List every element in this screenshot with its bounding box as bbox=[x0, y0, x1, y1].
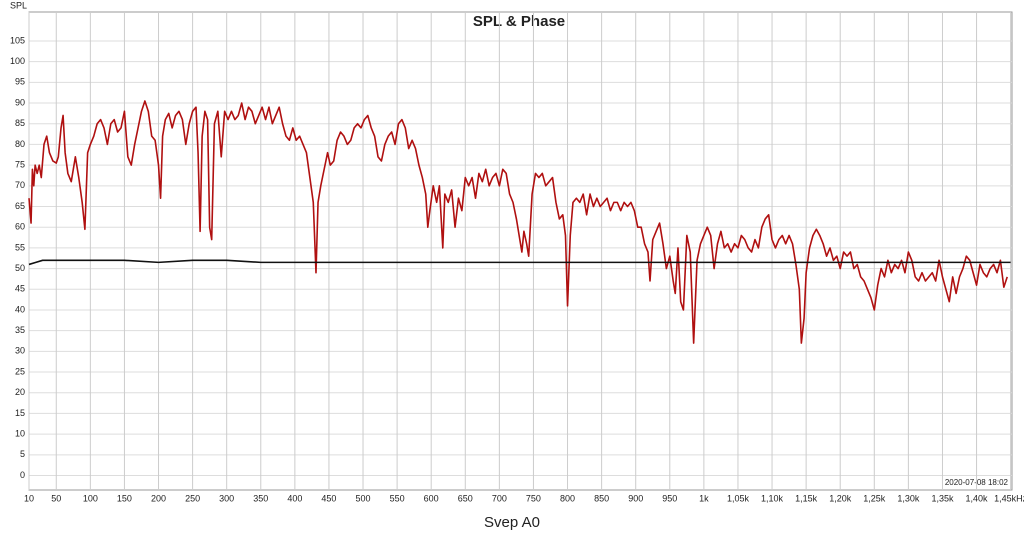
x-tick-label: 700 bbox=[492, 493, 507, 503]
y-tick-label: 70 bbox=[15, 180, 25, 190]
x-tick-label: 1k bbox=[699, 493, 709, 503]
y-tick-label: 50 bbox=[15, 263, 25, 273]
y-tick-label: 10 bbox=[15, 429, 25, 439]
y-tick-label: 20 bbox=[15, 387, 25, 397]
x-tick-label: 900 bbox=[628, 493, 643, 503]
y-tick-label: 95 bbox=[15, 77, 25, 87]
x-tick-label: 300 bbox=[219, 493, 234, 503]
x-tick-label: 950 bbox=[662, 493, 677, 503]
x-tick-label: 450 bbox=[321, 493, 336, 503]
x-tick-label: 1,40k bbox=[966, 493, 989, 503]
series-line bbox=[28, 100, 1008, 344]
x-axis-label: Svep A0 bbox=[484, 514, 540, 531]
y-tick-label: 100 bbox=[10, 56, 25, 66]
grid bbox=[28, 12, 1012, 490]
y-tick-label: 85 bbox=[15, 118, 25, 128]
x-tick-label: 100 bbox=[83, 493, 98, 503]
y-tick-label: 0 bbox=[20, 470, 25, 480]
y-tick-label: 60 bbox=[15, 222, 25, 232]
y-tick-label: 55 bbox=[15, 242, 25, 252]
marks bbox=[28, 100, 1011, 344]
series-line bbox=[28, 259, 1011, 266]
x-tick-label: 1,35k bbox=[931, 493, 954, 503]
y-tick-label: 105 bbox=[10, 35, 25, 45]
x-tick-label: 50 bbox=[51, 493, 61, 503]
x-tick-label: 1,15k bbox=[795, 493, 818, 503]
x-tick-label: 1,45kHz bbox=[994, 493, 1024, 503]
x-tick-label: 800 bbox=[560, 493, 575, 503]
y-tick-label: 25 bbox=[15, 366, 25, 376]
x-tick-label: 1,05k bbox=[727, 493, 750, 503]
x-tick-label: 1,10k bbox=[761, 493, 784, 503]
y-tick-label: 65 bbox=[15, 201, 25, 211]
y-tick-label: 45 bbox=[15, 284, 25, 294]
y-tick-label: 80 bbox=[15, 139, 25, 149]
x-tick-label: 400 bbox=[287, 493, 302, 503]
x-tick-label: 1,30k bbox=[897, 493, 920, 503]
x-tick-label: 850 bbox=[594, 493, 609, 503]
x-tick-label: 350 bbox=[253, 493, 268, 503]
y-tick-label: 15 bbox=[15, 408, 25, 418]
x-tick-label: 600 bbox=[424, 493, 439, 503]
x-tick-label: 1,25k bbox=[863, 493, 886, 503]
x-tick-label: 200 bbox=[151, 493, 166, 503]
y-tick-label: 90 bbox=[15, 97, 25, 107]
x-tick-label: 550 bbox=[390, 493, 405, 503]
chart-title: SPL & Phase bbox=[473, 13, 565, 30]
y-tick-label: 5 bbox=[20, 449, 25, 459]
y-tick-label: 30 bbox=[15, 346, 25, 356]
y-axis-label: SPL bbox=[10, 0, 27, 10]
y-tick-label: 35 bbox=[15, 325, 25, 335]
plot-frame bbox=[28, 11, 1013, 491]
x-tick-label: 250 bbox=[185, 493, 200, 503]
x-tick-label: 650 bbox=[458, 493, 473, 503]
x-tick-label: 10 bbox=[24, 493, 34, 503]
y-tick-label: 40 bbox=[15, 304, 25, 314]
x-tick-label: 150 bbox=[117, 493, 132, 503]
y-tick-label: 75 bbox=[15, 160, 25, 170]
x-tick-label: 500 bbox=[356, 493, 371, 503]
x-tick-label: 750 bbox=[526, 493, 541, 503]
x-tick-label: 1,20k bbox=[829, 493, 852, 503]
